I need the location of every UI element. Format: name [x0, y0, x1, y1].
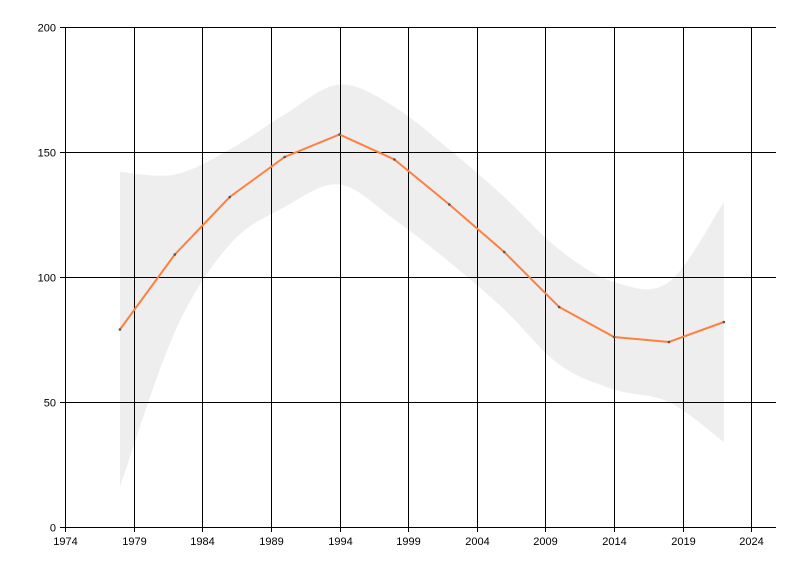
x-tick-label: 1984: [190, 536, 214, 548]
series-line: [119, 133, 725, 344]
x-tick-label: 1979: [122, 536, 146, 548]
data-point: [502, 250, 506, 254]
data-point: [612, 335, 616, 339]
x-tick-label: 2004: [465, 536, 489, 548]
data-point: [557, 305, 561, 309]
data-point: [448, 203, 451, 206]
y-tick-label: 0: [50, 523, 56, 535]
x-tick-label: 2024: [739, 536, 763, 548]
x-tick-label: 1994: [328, 536, 352, 548]
data-point: [338, 133, 341, 136]
data-point: [722, 320, 726, 324]
x-tick-label: 2009: [533, 536, 557, 548]
x-tick-label: 1999: [396, 536, 420, 548]
data-point: [228, 195, 232, 199]
data-point: [283, 155, 286, 159]
y-tick-label: 150: [38, 148, 56, 160]
confidence-band: [119, 84, 724, 487]
data-point: [173, 253, 177, 256]
x-tick-label: 1989: [259, 536, 283, 548]
x-tick-label: 1974: [53, 536, 77, 548]
y-tick-label: 200: [38, 23, 56, 35]
data-point: [118, 328, 122, 331]
data-point: [667, 340, 671, 344]
y-tick-label: 100: [38, 273, 56, 285]
y-tick-label: 50: [44, 398, 56, 410]
x-tick-label: 2014: [602, 536, 626, 548]
data-point: [393, 158, 396, 161]
x-tick-label: 2019: [671, 536, 695, 548]
